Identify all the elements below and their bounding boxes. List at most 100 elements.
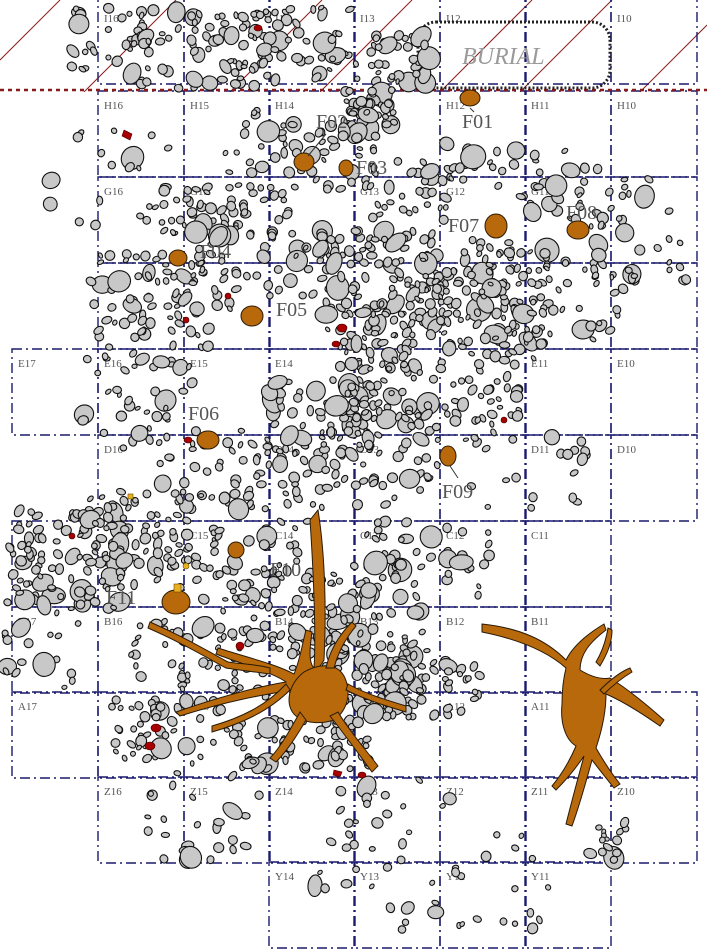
grid-cell-label: H16 [104,100,123,112]
stone [476,294,495,314]
stone [340,615,348,625]
feature-label-f03: F03 [356,157,387,179]
stone [223,26,240,46]
grid-cell-b12 [439,606,527,694]
stone [511,885,519,893]
yellow-find [173,583,182,593]
stone [345,86,354,96]
stone [484,529,492,536]
stone [329,458,341,471]
red-find [68,532,76,540]
stone [183,555,193,565]
stone [254,790,264,800]
stone [75,599,86,610]
stone [66,44,80,58]
stone [162,640,169,649]
stone [626,189,632,198]
grid-cell-label: E15 [190,358,208,370]
stone [150,386,161,397]
stone [299,455,309,466]
stone [440,330,448,336]
stone [137,327,147,336]
stone [101,315,113,325]
grid-cell-label: D10 [617,444,636,456]
stone [536,915,543,925]
stone [644,175,654,184]
stone [195,9,203,19]
stone [382,256,393,268]
stone [134,634,142,641]
stone [576,452,589,467]
stone [348,110,358,117]
stone [130,725,138,733]
stone [142,215,152,225]
stone [325,252,343,275]
stone [499,294,508,301]
stone [15,589,25,596]
feature-leader [469,107,475,113]
stone [555,286,562,294]
stone [245,627,265,644]
stone [615,215,623,222]
stone [330,571,338,577]
stone [303,55,315,65]
stone [511,844,520,852]
burial-label: BURIAL [462,44,545,70]
stone [210,547,219,557]
stone [231,677,239,685]
grid-cell-y14 [268,861,356,949]
stone [386,643,396,653]
stone [350,334,363,353]
stone [336,434,344,442]
stone [164,34,173,42]
stone [374,43,383,52]
stone [252,454,261,466]
stone [98,494,106,500]
stone [471,688,479,696]
stone [412,431,430,447]
stone [154,511,161,518]
stone [493,378,501,385]
stone [101,352,109,361]
stone [112,748,119,755]
stone [303,132,316,143]
stone [93,325,104,335]
stone [352,716,364,729]
stone [352,865,361,874]
stone [391,494,398,502]
stone [478,288,486,296]
stone [485,261,494,268]
stone [304,608,315,618]
stone [173,770,182,777]
stone [493,831,501,839]
stone [401,634,408,640]
stone [362,742,370,750]
stone [275,645,284,653]
stone [438,293,444,300]
stone [344,356,359,372]
stone [256,480,267,489]
stone [156,459,164,468]
stone [364,531,370,538]
grid-cell-label: Y13 [360,871,379,883]
stone [370,146,378,155]
stone [107,160,117,170]
stone [85,557,98,567]
stone [612,835,623,846]
stone [476,244,484,252]
stone [439,192,452,203]
stone [388,390,395,397]
stone [186,34,197,46]
stone [167,326,176,335]
feature-labels: F01 F02 F03 F04 F05 F06 F07 F08 F09 F10 … [106,107,597,609]
stone [596,211,609,225]
stone [23,545,32,554]
stone [531,325,541,335]
stone [257,184,265,192]
feature-label-f08: F08 [566,202,597,224]
grid-cell-label: A17 [18,701,37,713]
stone [175,542,183,548]
stone [398,350,409,362]
stone [444,679,454,687]
